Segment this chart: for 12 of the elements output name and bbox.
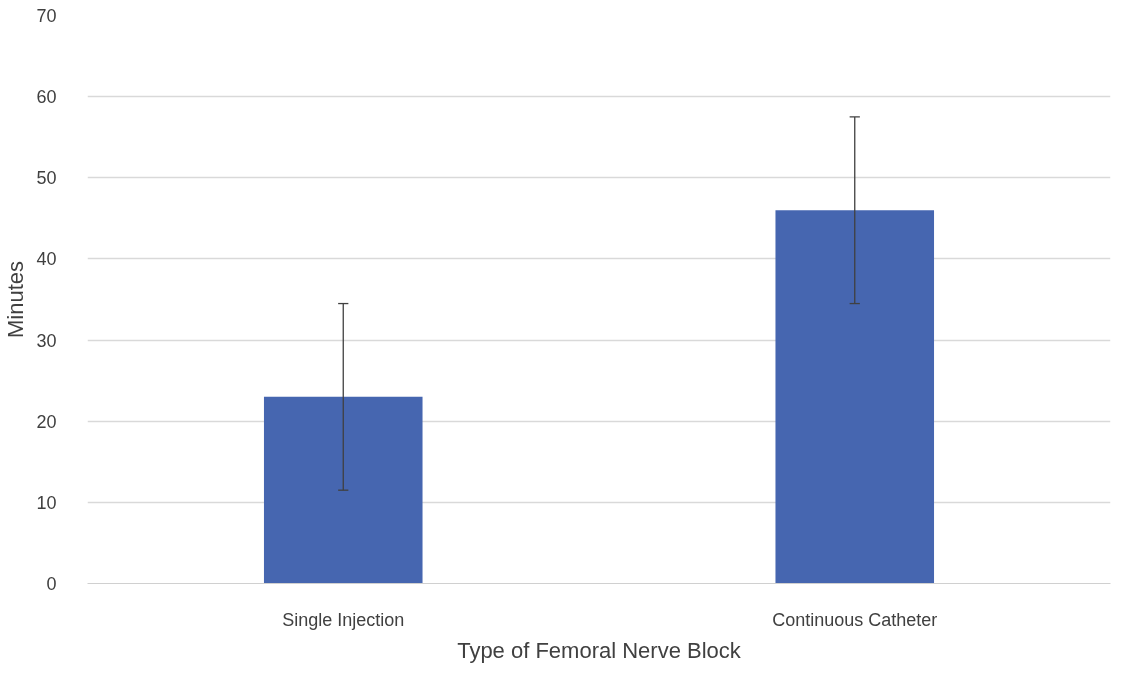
- y-tick-label: 60: [36, 87, 57, 108]
- y-tick-label: 30: [36, 330, 57, 351]
- y-tick-label: 50: [36, 168, 57, 189]
- y-tick-label: 40: [36, 249, 57, 270]
- y-tick-label: 0: [46, 574, 57, 594]
- y-tick-label: 10: [36, 492, 57, 513]
- y-tick-label: 70: [36, 6, 57, 26]
- y-axis-title: Minutes: [3, 260, 29, 339]
- x-tick-label: Single Injection: [282, 609, 405, 630]
- x-axis-title: Type of Femoral Nerve Block: [457, 637, 742, 663]
- y-tick-label: 20: [36, 411, 57, 432]
- x-tick-label: Continuous Catheter: [772, 609, 938, 630]
